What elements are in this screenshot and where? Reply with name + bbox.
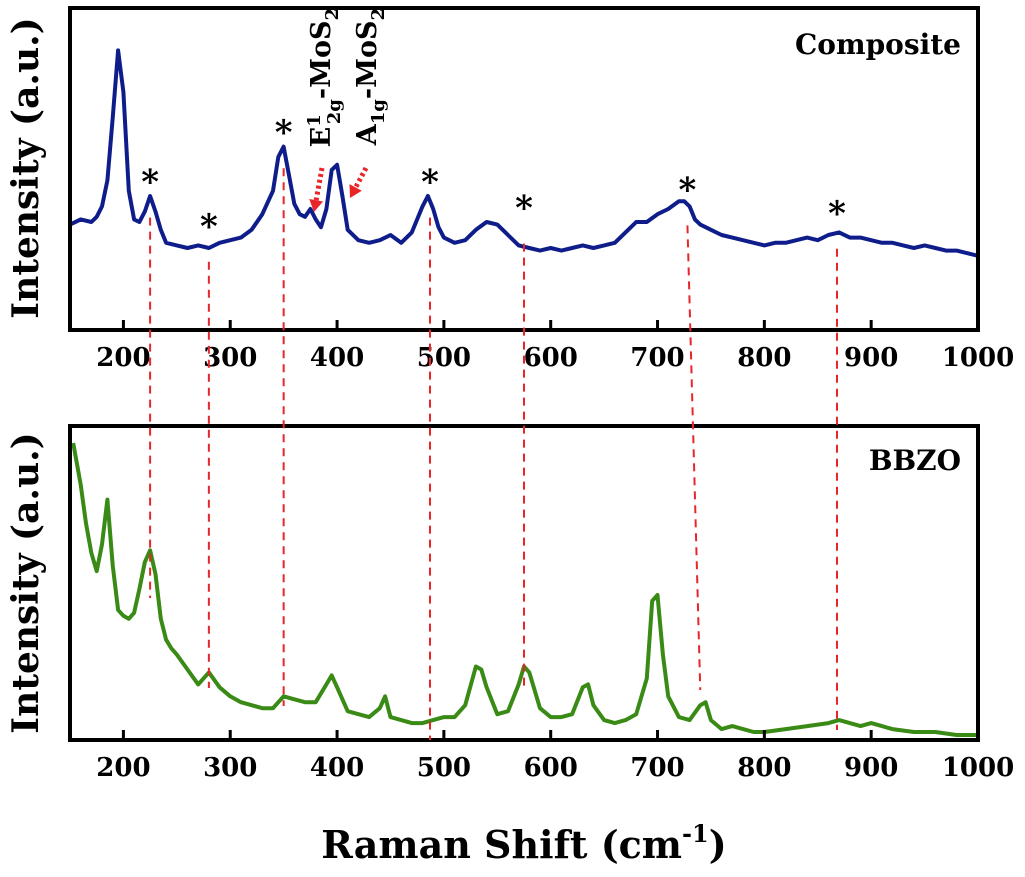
e2g-mos2-annotation: E12g-MoS2 [304,8,345,147]
a1g-sub2: 2 [368,8,389,21]
bbzo-tick-label-1000: 1000 [942,753,1014,783]
peak-marker-star: * [200,207,218,247]
bbzo-tick-label-500: 500 [417,753,471,783]
bbzo-tick-label-200: 200 [96,753,150,783]
e2g-rest: -MoS [306,21,337,100]
composite-panel-label: Composite [795,28,961,61]
x-axis-label: Raman Shift (cm-1) [321,819,726,867]
svg-text:E12g-MoS2: E12g-MoS2 [304,8,345,147]
e2g-sup: 1 [304,114,325,127]
composite-x-ticks [121,320,980,330]
bbzo-tick-label-400: 400 [310,753,364,783]
annotation-arrows [309,166,369,212]
peak-marker-star: * [141,163,159,203]
bbzo-panel-label: BBZO [869,444,961,477]
bbzo-x-ticks [121,730,980,740]
bbzo-tick-label-600: 600 [524,753,578,783]
peak-marker-star: * [421,163,439,203]
composite-tick-label-600: 600 [524,343,578,373]
composite-tick-label-900: 900 [844,343,898,373]
bbzo-x-tick-labels: 200 300 400 500 600 700 800 900 1000 [96,753,1014,783]
composite-tick-label-700: 700 [630,343,684,373]
bbzo-y-axis-label: Intensity (a.u.) [5,432,47,733]
e2g-sub: 2g [324,99,345,125]
composite-tick-label-800: 800 [737,343,791,373]
bbzo-tick-label-700: 700 [630,753,684,783]
a1g-mos2-annotation: A1g-MoS2 [352,8,389,146]
peak-marker-star: * [828,194,846,234]
x-axis-label-sup: -1 [682,819,709,848]
bbzo-tick-label-300: 300 [203,753,257,783]
composite-tick-label-400: 400 [310,343,364,373]
composite-tick-label-300: 300 [203,343,257,373]
composite-tick-label-200: 200 [96,343,150,373]
peak-guide-lines [149,168,838,740]
e2g-main: E [306,127,337,148]
a1g-sub: 1g [368,99,389,125]
bbzo-panel: 200 300 400 500 600 700 800 900 1000 Intensity (… [5,424,1014,867]
composite-tick-label-1000: 1000 [942,343,1014,373]
bbzo-tick-label-900: 900 [844,753,898,783]
x-axis-label-main: Raman Shift (cm [321,822,682,867]
a1g-arrow-shaft [353,166,369,189]
composite-y-axis-label: Intensity (a.u.) [5,17,47,318]
svg-text:A1g-MoS2: A1g-MoS2 [352,8,389,146]
e2g-arrow-head [309,198,324,212]
peak-marker-star: * [679,170,697,210]
peak-marker-star: * [275,113,293,153]
composite-tick-label-500: 500 [417,343,471,373]
composite-panel: 200 300 400 500 600 700 800 900 1000 * * * * * * * Int… [5,6,1014,373]
bbzo-spectrum-line [71,442,978,737]
composite-x-tick-labels: 200 300 400 500 600 700 800 900 1000 [96,343,1014,373]
a1g-rest: -MoS [352,21,383,100]
e2g-sub2: 2 [322,8,343,21]
a1g-main: A [352,123,383,146]
e2g-arrow-shaft [313,167,325,201]
x-axis-label-tail: ) [709,822,727,867]
peak-marker-star: * [515,189,533,229]
composite-peak-markers: * * * * * * * [141,113,846,247]
peak-guide-line [686,225,702,691]
composite-spectrum-line [69,48,979,258]
a1g-arrow-head [349,184,362,198]
bbzo-tick-label-800: 800 [737,753,791,783]
